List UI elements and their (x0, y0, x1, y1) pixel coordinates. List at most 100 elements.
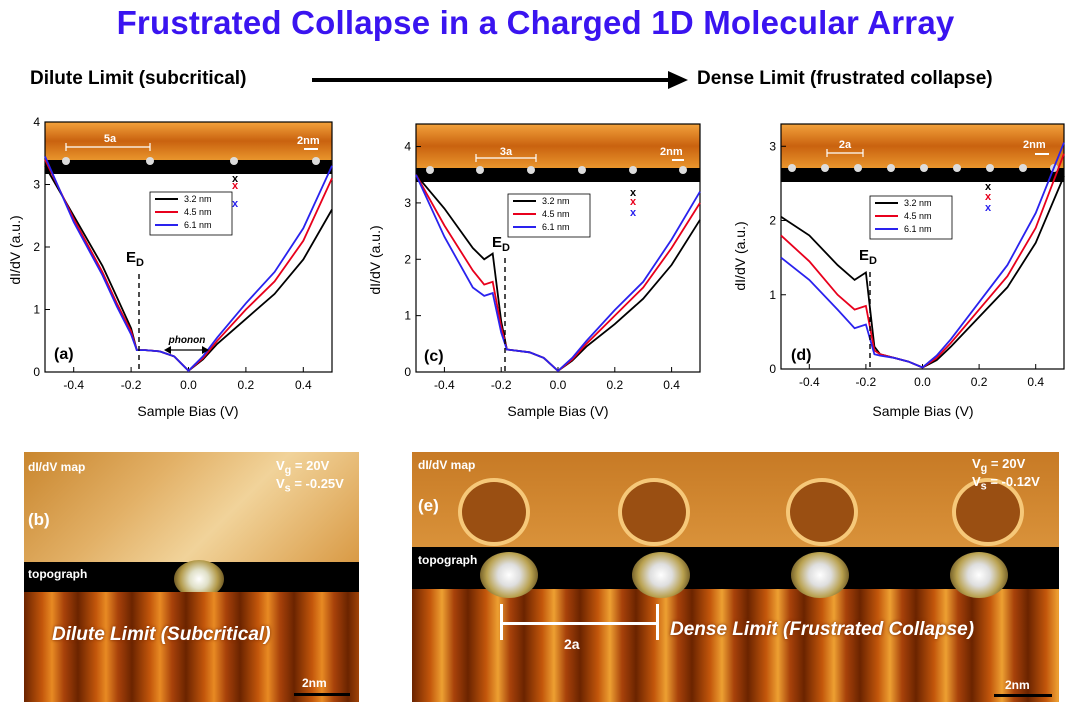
map-label-e: dI/dV map (418, 458, 476, 472)
x-tick-label-a-3: 0.2 (238, 378, 255, 392)
scale-label-b: 2nm (302, 676, 327, 690)
legend-entry-d-2: 6.1 nm (904, 224, 932, 234)
x-tick-label-c-2: 0.0 (550, 378, 567, 392)
y-tick-label-a-0: 0 (33, 365, 40, 379)
x-axis-label-c: Sample Bias (V) (507, 403, 608, 419)
x-tick-label-c-1: -0.2 (491, 378, 512, 392)
molecule-markers-d (788, 164, 1058, 172)
ring-e-3 (952, 478, 1024, 546)
dense-limit-label: Dense Limit (frustrated collapse) (697, 68, 993, 89)
transition-arrow-head (668, 71, 688, 89)
legend-d: 3.2 nm 4.5 nm 6.1 nm (869, 195, 953, 240)
x-tick-label-d-1: -0.2 (856, 375, 877, 389)
y-tick-label-a-4: 4 (33, 115, 40, 129)
x-tick-label-d-3: 0.2 (971, 375, 988, 389)
legend-entry-d-1: 4.5 nm (904, 211, 932, 221)
svg-text:x: x (232, 180, 239, 192)
y-tick-label-a-3: 3 (33, 178, 40, 192)
legend-entry-a-0: 3.2 nm (184, 194, 212, 204)
stm-strip-d: 2a 2nm (781, 124, 1064, 182)
scale-bar-b (294, 693, 350, 696)
y-tick-label-c-2: 2 (404, 252, 411, 266)
y-tick-label-d-3: 3 (769, 139, 776, 153)
legend-a: 3.2 nm 4.5 nm 6.1 nm (149, 191, 233, 236)
x-tick-label-d-0: -0.4 (799, 375, 820, 389)
y-tick-label-c-1: 1 (404, 309, 411, 323)
dilute-limit-label: Dilute Limit (subcritical) (30, 68, 247, 89)
panel-label-d: (d) (791, 347, 811, 364)
y-tick-label-d-2: 2 (769, 214, 776, 228)
stm-dark-band-c (416, 168, 700, 182)
x-tick-label-a-4: 0.4 (295, 378, 312, 392)
x-tick-label-a-1: -0.2 (121, 378, 142, 392)
panel-label-e: (e) (418, 496, 439, 515)
map-panel-e: dI/dV map Vg = 20V Vs = -0.12V (e) topog… (412, 452, 1059, 702)
svg-text:x: x (985, 202, 992, 214)
caption-e: Dense Limit (Frustrated Collapse) (670, 619, 975, 640)
scale-label-d: 2nm (1023, 139, 1046, 151)
scale-bar-e (994, 694, 1052, 697)
spacing-label-a: 5a (104, 133, 117, 145)
x-tick-label-a-0: -0.4 (63, 378, 84, 392)
scale-label-c: 2nm (660, 146, 683, 158)
phonon-label: phonon (168, 335, 206, 346)
topograph-label-b: topograph (28, 567, 88, 581)
ed-label-a: ED (126, 249, 144, 269)
stm-topograph-c (416, 124, 700, 168)
topograph-image-b (24, 592, 359, 702)
svg-text:x: x (985, 181, 992, 193)
y-tick-label-a-2: 2 (33, 240, 40, 254)
svg-text:x: x (232, 173, 239, 185)
gate-voltage-b: Vg = 20V (276, 458, 330, 477)
svg-text:x: x (630, 207, 637, 219)
legend-entry-c-0: 3.2 nm (542, 196, 570, 206)
stm-dark-band-a (45, 160, 332, 174)
molecule-e-2 (791, 552, 849, 598)
y-tick-label-c-0: 0 (404, 365, 411, 379)
y-tick-label-a-1: 1 (33, 303, 40, 317)
spectrum-chart-c: 3a 2nm -0.4 -0.2 0.0 0.2 0.4 0 1 2 3 4 3.2 nm 4.5… (367, 123, 701, 419)
x-tick-label-c-4: 0.4 (663, 378, 680, 392)
y-tick-label-d-0: 0 (769, 362, 776, 376)
svg-text:x: x (232, 198, 239, 210)
series-line-d-2 (780, 142, 1065, 369)
stm-dark-band-d (781, 168, 1064, 182)
spacing-label-e: 2a (564, 636, 580, 652)
x-axis-label-a: Sample Bias (V) (137, 403, 238, 419)
svg-text:x: x (985, 191, 992, 203)
sample-voltage-b: Vs = -0.25V (276, 476, 344, 495)
transition-arrow-line (312, 78, 670, 82)
legend-entry-a-2: 6.1 nm (184, 220, 212, 230)
legend-entry-a-1: 4.5 nm (184, 207, 212, 217)
legend-entry-d-0: 3.2 nm (904, 198, 932, 208)
svg-text:x: x (630, 187, 637, 199)
didv-map-b (24, 452, 359, 562)
map-label-b: dI/dV map (28, 460, 86, 474)
series-line-d-1 (780, 153, 1065, 369)
topograph-label-e: topograph (418, 553, 478, 567)
scale-label-a: 2nm (297, 135, 320, 147)
x-tick-label-c-3: 0.2 (606, 378, 623, 392)
stm-topograph-d (781, 124, 1064, 168)
molecule-e-1 (632, 552, 690, 598)
y-axis-label-d: dI/dV (a.u.) (732, 221, 748, 290)
series-line-a-2 (44, 156, 333, 373)
stm-strip-a: 5a 2nm (45, 122, 332, 174)
topograph-image-e (412, 589, 1059, 702)
ring-e-0 (458, 478, 530, 546)
molecule-e-0 (480, 552, 538, 598)
x-tick-label-c-0: -0.4 (434, 378, 455, 392)
legend-entry-c-1: 4.5 nm (542, 209, 570, 219)
legend-entry-c-2: 6.1 nm (542, 222, 570, 232)
molecule-e-3 (950, 552, 1008, 598)
x-axis-label-d: Sample Bias (V) (872, 403, 973, 419)
spacing-label-c: 3a (500, 146, 513, 158)
panel-label-a: (a) (54, 346, 74, 363)
legend-c: 3.2 nm 4.5 nm 6.1 nm (507, 193, 591, 238)
y-axis-label-a: dI/dV (a.u.) (7, 215, 23, 284)
stm-topograph-a (45, 122, 332, 160)
ring-e-2 (786, 478, 858, 546)
panel-label-c: (c) (424, 348, 444, 365)
caption-b: Dilute Limit (Subcritical) (52, 624, 271, 645)
spacing-label-d: 2a (839, 139, 852, 151)
